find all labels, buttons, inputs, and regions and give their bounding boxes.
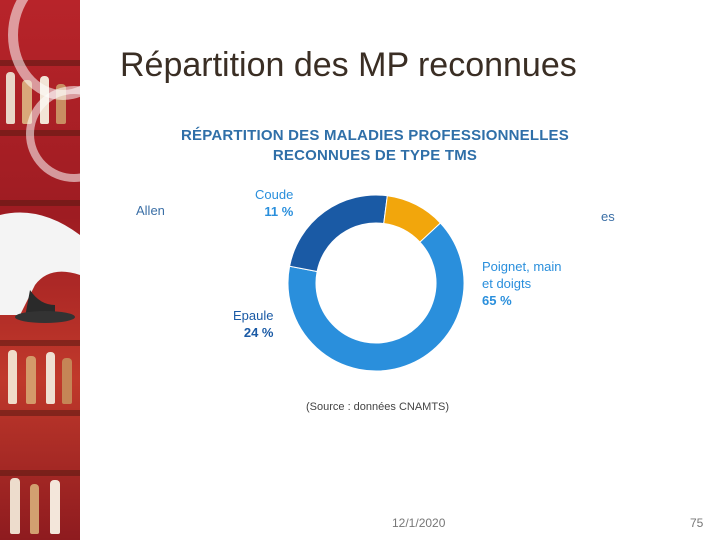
slice-label-percent: 65 % bbox=[482, 293, 512, 308]
donut-slice-poignet bbox=[287, 222, 465, 372]
bottle bbox=[46, 352, 55, 404]
donut-slice-epaule bbox=[289, 194, 388, 273]
slide-title: Répartition des MP reconnues bbox=[120, 46, 577, 84]
slice-label-percent: 11 % bbox=[264, 204, 294, 219]
slice-label-name: Poignet, main bbox=[482, 259, 562, 274]
shelf-line bbox=[0, 410, 80, 416]
bottle bbox=[26, 356, 36, 404]
chart-title-line: RÉPARTITION DES MALADIES PROFESSIONNELLE… bbox=[181, 127, 569, 144]
slice-label-name: et doigts bbox=[482, 276, 532, 291]
bottle bbox=[30, 484, 39, 534]
donut-slice-coude bbox=[383, 195, 442, 243]
bottle bbox=[22, 80, 32, 124]
bottle bbox=[8, 350, 17, 404]
side-photo-strip bbox=[0, 0, 80, 540]
shelf-line bbox=[0, 470, 80, 476]
chart-source: (Source : données CNAMTS) bbox=[306, 401, 450, 413]
bottle bbox=[62, 358, 72, 404]
slice-label-epaule: Epaule 24 % bbox=[233, 307, 273, 341]
salon-chair-image bbox=[0, 212, 80, 323]
slice-label-name: Coude bbox=[255, 187, 294, 202]
background-text-fragment: es bbox=[601, 209, 615, 224]
bottle bbox=[6, 72, 15, 124]
chart-title-line: RECONNUES DE TYPE TMS bbox=[272, 147, 478, 164]
background-text-fragment: Allen bbox=[136, 203, 165, 218]
chart-title: RÉPARTITION DES MALADIES PROFESSIONNELLE… bbox=[160, 126, 590, 166]
shelf-line bbox=[0, 200, 80, 206]
slice-label-coude: Coude 11 % bbox=[255, 186, 293, 220]
page-number: 75 bbox=[690, 516, 704, 530]
slice-label-poignet: Poignet, main et doigts 65 % bbox=[482, 258, 562, 309]
footer-date: 12/1/2020 bbox=[392, 516, 446, 530]
bottle bbox=[50, 480, 60, 534]
slice-label-name: Epaule bbox=[233, 308, 274, 323]
shelf-line bbox=[0, 340, 80, 346]
bottle bbox=[10, 478, 20, 534]
slice-label-percent: 24 % bbox=[243, 325, 274, 340]
